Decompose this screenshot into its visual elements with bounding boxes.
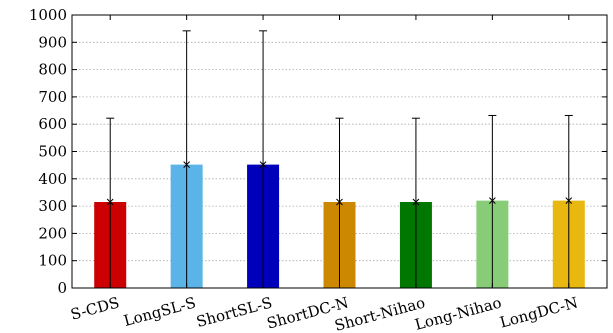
y-tick-label: 900 <box>38 33 67 51</box>
y-tick-label: 500 <box>38 143 67 161</box>
mean-marker <box>106 198 114 206</box>
mean-marker <box>336 198 343 206</box>
y-tick-label: 300 <box>38 197 67 215</box>
x-tick-label: LongSL-S <box>122 293 198 329</box>
mean-marker <box>412 198 420 206</box>
y-tick-label: 1000 <box>29 6 67 24</box>
x-tick-label: Long-Nihao <box>413 293 504 333</box>
x-tick-label: ShortSL-S <box>194 293 274 331</box>
y-tick-label: 800 <box>38 61 67 79</box>
mean-marker <box>565 197 573 204</box>
mean-marker <box>183 161 190 168</box>
x-tick-label: LongDC-N <box>498 293 580 331</box>
y-tick-label: 600 <box>38 115 67 133</box>
error-bars <box>106 30 573 289</box>
y-tick-label: 100 <box>38 252 67 270</box>
y-tick-label: 200 <box>38 224 67 242</box>
y-tick-label: 400 <box>38 170 67 188</box>
y-axis-ticks: 0 100 200 300 400 500 600 700 800 900 1000 <box>29 6 607 297</box>
y-tick-label: 0 <box>57 279 67 297</box>
y-tick-label: 700 <box>38 88 67 106</box>
x-tick-label: S-CDS <box>69 293 122 323</box>
mean-marker <box>259 161 267 168</box>
mean-marker <box>489 197 496 204</box>
